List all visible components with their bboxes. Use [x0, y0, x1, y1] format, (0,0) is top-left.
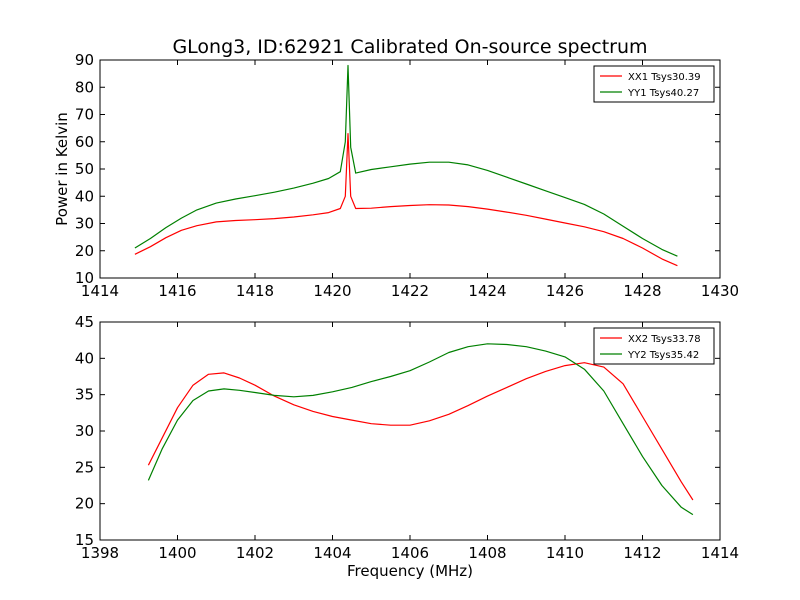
y-tick-label: 20: [75, 242, 94, 260]
x-tick-label: 1426: [546, 282, 584, 300]
x-tick-label: 1398: [81, 544, 119, 562]
y-tick-label: 15: [75, 531, 94, 549]
y-tick-label: 10: [75, 269, 94, 287]
x-tick-label: 1414: [701, 544, 739, 562]
series-line-1: [147, 362, 694, 501]
x-tick-label: 1402: [236, 544, 274, 562]
legend-entry-label: YY1 Tsys40.27: [627, 88, 699, 99]
x-tick-label: 1414: [81, 282, 119, 300]
y-tick-label: 70: [75, 106, 94, 124]
series-line-1: [134, 133, 678, 267]
bottom-spectrum-plot: 1398 1400 1402 1404 1406 1408 1410 1412 1414 15 20…: [75, 313, 739, 580]
y-tick-label: 45: [75, 313, 94, 331]
y-tick-label: 30: [75, 215, 94, 233]
legend-entry-label: YY2 Tsys35.42: [627, 350, 699, 361]
x-axis-label: Frequency (MHz): [347, 562, 473, 580]
y-tick-label: 35: [75, 386, 94, 404]
y-tick-label: 30: [75, 422, 94, 440]
y-axis-label: Power in Kelvin: [53, 112, 71, 226]
series-line-2: [147, 343, 694, 516]
y-tick-label: 90: [75, 51, 94, 69]
x-tick-label: 1412: [623, 544, 661, 562]
y-tick-label: 80: [75, 78, 94, 96]
x-tick-label: 1404: [313, 544, 351, 562]
x-tick-label: 1416: [158, 282, 196, 300]
legend: XX2 Tsys33.78 YY2 Tsys35.42: [593, 327, 715, 365]
x-tick-label: 1428: [623, 282, 661, 300]
legend: XX1 Tsys30.39 YY1 Tsys40.27: [593, 65, 715, 103]
top-spectrum-plot: 1414 1416 1418 1420 1422 1424 1426 1428 1430 10 20…: [53, 51, 739, 300]
y-tick-label: 40: [75, 349, 94, 367]
y-tick-label: 60: [75, 133, 94, 151]
series-line-2: [134, 64, 678, 257]
x-tick-label: 1420: [313, 282, 351, 300]
x-tick-label: 1422: [391, 282, 429, 300]
x-tick-label: 1410: [546, 544, 584, 562]
x-tick-label: 1430: [701, 282, 739, 300]
x-tick-label: 1406: [391, 544, 429, 562]
y-tick-label: 20: [75, 495, 94, 513]
y-tick-label: 40: [75, 187, 94, 205]
figure-title: GLong3, ID:62921 Calibrated On-source sp…: [172, 36, 647, 58]
x-tick-label: 1400: [158, 544, 196, 562]
x-tick-label: 1424: [468, 282, 506, 300]
x-tick-label: 1418: [236, 282, 274, 300]
y-tick-label: 25: [75, 458, 94, 476]
legend-entry-label: XX1 Tsys30.39: [628, 72, 701, 83]
y-tick-label: 50: [75, 160, 94, 178]
legend-entry-label: XX2 Tsys33.78: [628, 334, 701, 345]
x-tick-label: 1408: [468, 544, 506, 562]
